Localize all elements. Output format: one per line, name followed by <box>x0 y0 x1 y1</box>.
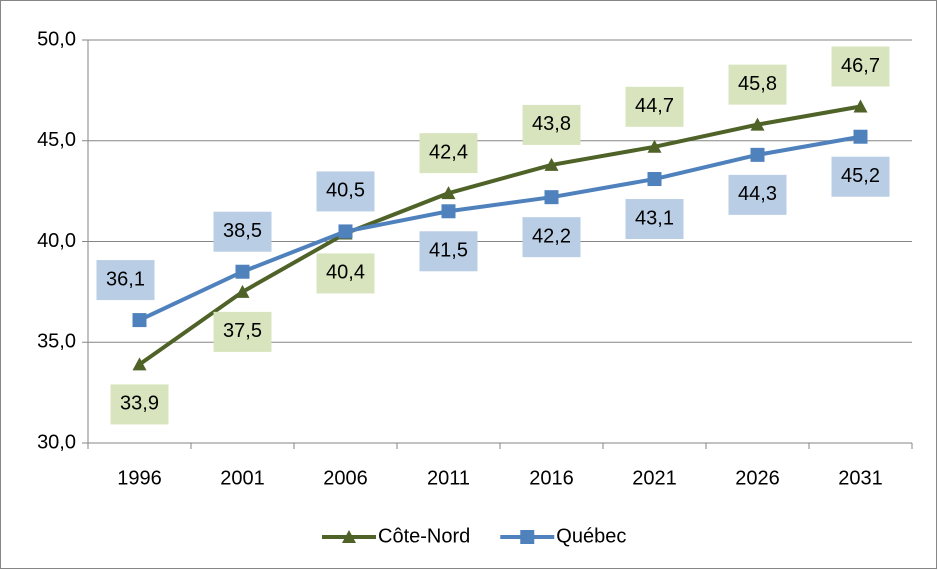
legend-marker <box>520 530 535 544</box>
data-label: 44,3 <box>738 183 777 205</box>
series-line <box>138 104 861 367</box>
data-point <box>132 357 147 371</box>
x-tick-label: 2016 <box>529 467 574 489</box>
data-label: 44,7 <box>635 95 674 117</box>
data-point <box>750 147 765 162</box>
data-label: 36,1 <box>106 268 145 290</box>
series-line <box>138 134 861 322</box>
data-label: 42,4 <box>429 141 468 163</box>
legend-label: Québec <box>556 525 626 547</box>
data-point <box>235 284 250 298</box>
data-label: 45,8 <box>738 73 777 95</box>
data-label: 46,7 <box>841 55 880 77</box>
x-tick-label: 1996 <box>117 467 162 489</box>
data-label: 42,2 <box>532 225 571 247</box>
x-tick-label: 2001 <box>220 467 265 489</box>
data-point <box>647 172 662 187</box>
data-label: 41,5 <box>429 240 468 262</box>
data-label: 37,5 <box>223 320 262 342</box>
data-point <box>441 186 456 200</box>
data-label: 43,1 <box>635 207 674 229</box>
data-label-box <box>831 46 890 87</box>
data-label: 40,4 <box>326 262 365 284</box>
data-point <box>544 190 559 205</box>
legend-marker <box>342 530 356 543</box>
data-point <box>853 99 868 113</box>
y-tick-label: 30,0 <box>37 431 76 453</box>
y-tick-label: 40,0 <box>37 230 76 252</box>
data-point <box>544 157 559 171</box>
y-tick-label: 35,0 <box>37 331 76 353</box>
x-tick-label: 2031 <box>838 467 883 489</box>
y-tick-label: 50,0 <box>37 28 76 50</box>
x-tick-label: 2011 <box>427 467 470 489</box>
data-label: 33,9 <box>120 393 159 415</box>
data-label-box <box>316 171 375 212</box>
x-tick-label: 2021 <box>632 467 677 489</box>
data-point <box>750 117 765 131</box>
data-point <box>441 204 456 219</box>
y-tick-label: 45,0 <box>37 129 76 151</box>
data-point <box>235 264 250 279</box>
data-label-box <box>213 311 272 352</box>
data-label-box <box>831 156 890 197</box>
data-label-box <box>625 86 684 127</box>
data-label-box <box>419 231 478 272</box>
x-tick-label: 2026 <box>735 467 780 489</box>
data-label-box <box>110 384 169 425</box>
data-label-box <box>625 199 684 240</box>
data-point <box>647 139 662 153</box>
data-point <box>853 129 868 144</box>
data-label-box <box>728 174 787 215</box>
data-label: 38,5 <box>223 220 262 242</box>
data-point <box>132 313 147 328</box>
data-label-box <box>96 260 155 301</box>
data-label-box <box>728 64 787 105</box>
x-tick-label: 2006 <box>323 467 368 489</box>
data-label: 45,2 <box>841 165 880 187</box>
data-label-box <box>316 253 375 294</box>
legend-label: Côte-Nord <box>378 525 470 547</box>
data-label-box <box>522 104 581 145</box>
data-point <box>338 224 353 239</box>
data-label-box <box>213 211 272 252</box>
data-label: 40,5 <box>326 180 365 202</box>
data-label-box <box>419 133 478 174</box>
data-label-box <box>522 217 581 258</box>
data-label: 43,8 <box>532 113 571 135</box>
